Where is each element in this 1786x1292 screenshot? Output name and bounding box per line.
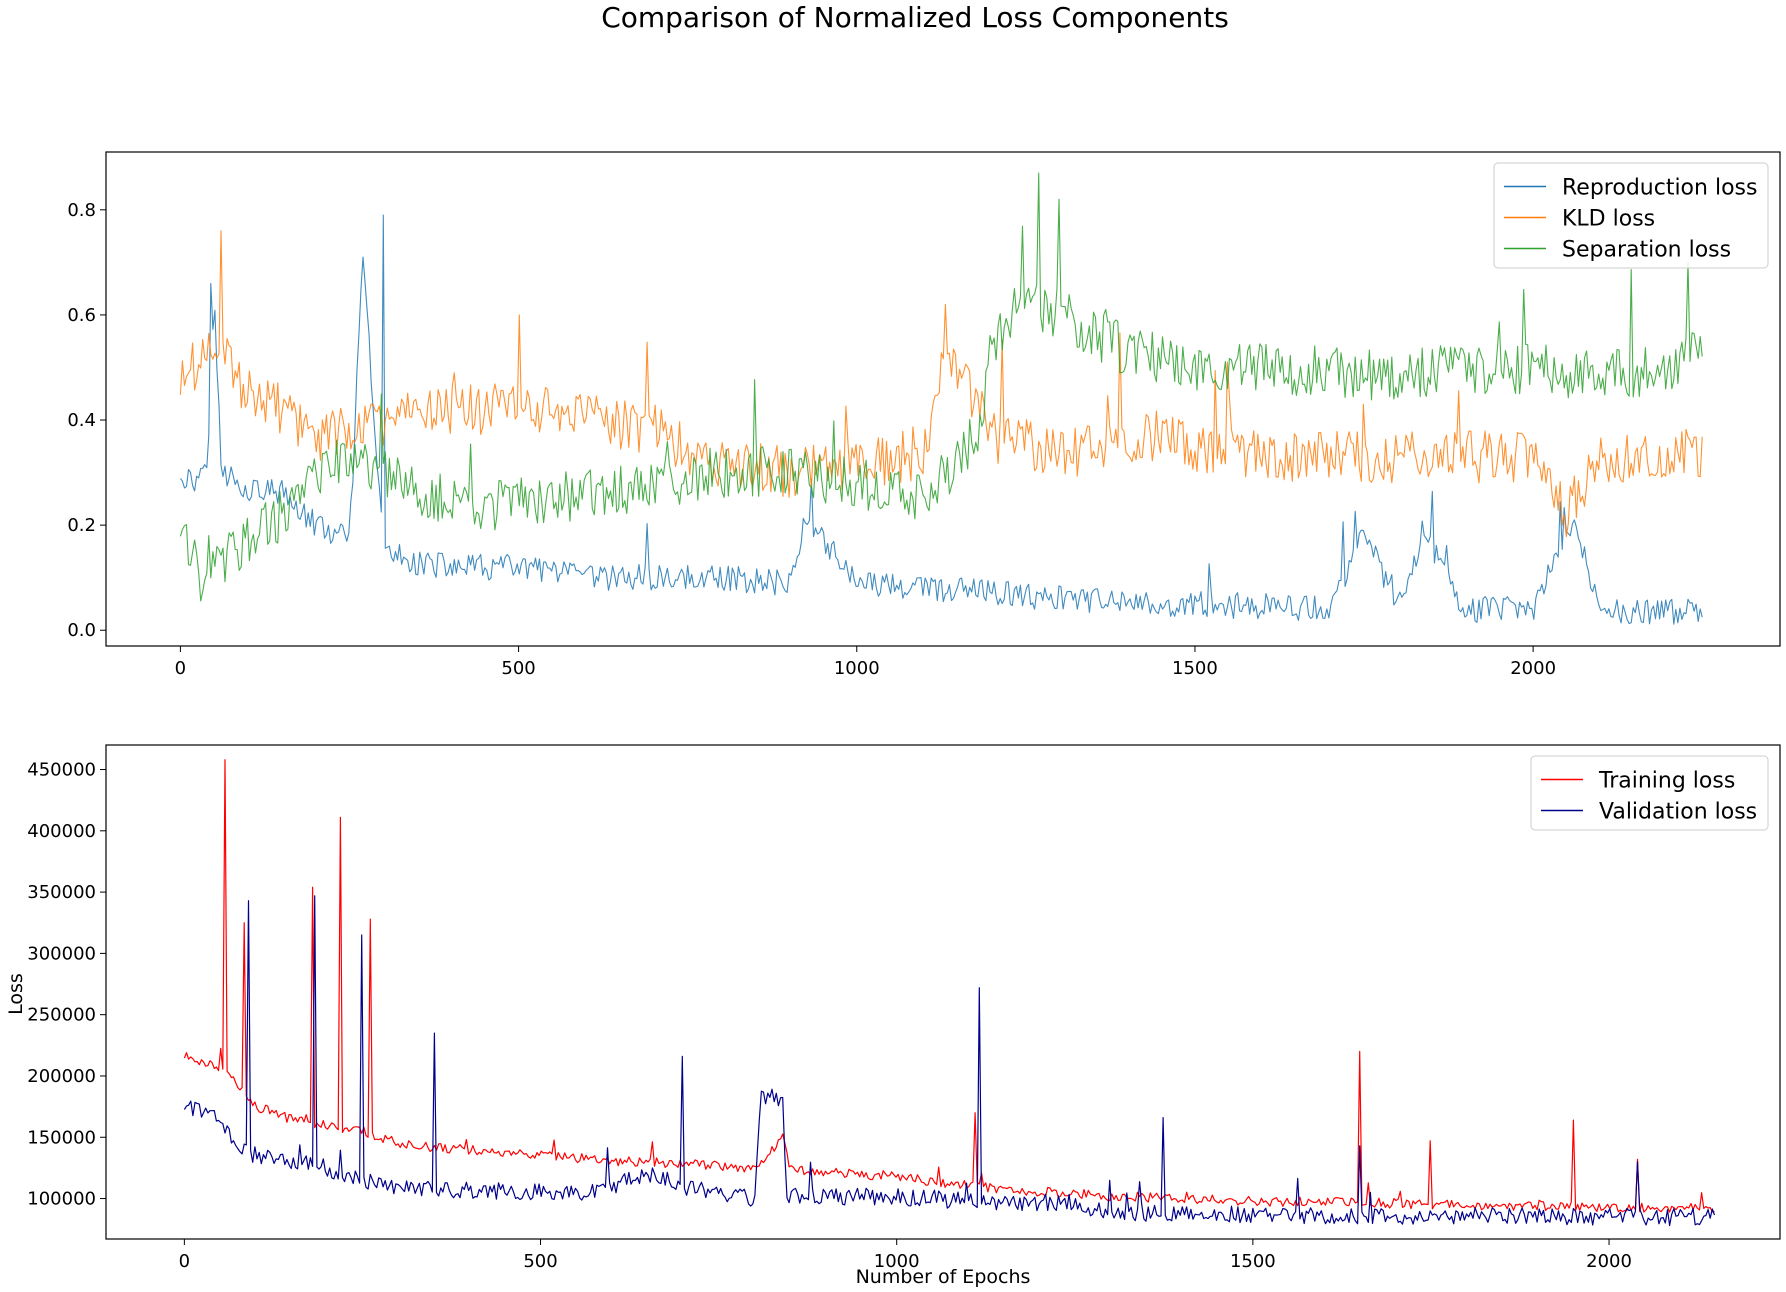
- x-tick-label: 0: [175, 658, 186, 679]
- y-tick-label: 250000: [27, 1005, 96, 1026]
- legend-box: [1493, 162, 1769, 269]
- y-tick-label: 0.8: [67, 200, 96, 221]
- legend-label: KLD loss: [1562, 207, 1655, 232]
- x-tick-label: 2000: [1510, 658, 1556, 679]
- y-axis-label: Loss: [5, 973, 27, 1015]
- x-tick-label: 1000: [834, 658, 880, 679]
- legend-label: Validation loss: [1599, 800, 1757, 825]
- plot-frame-bottom: [105, 744, 1781, 1240]
- normalized-loss-axes: 0 500 1000 1500 2000 0.0 0.2 0.4 0.6 0.8: [67, 200, 1556, 679]
- figure-title: Comparison of Normalized Loss Components: [601, 1, 1229, 34]
- plot-frame-top: [105, 151, 1781, 647]
- x-tick-label: 500: [523, 1251, 557, 1272]
- y-tick-label: 150000: [27, 1127, 96, 1148]
- y-tick-label: 0.4: [67, 410, 96, 431]
- x-tick-label: 1500: [1230, 1251, 1276, 1272]
- normalized-loss-chart: 0 500 1000 1500 2000 0.0 0.2 0.4 0.6 0.8 Reproduc…: [67, 151, 1781, 679]
- series-line-kld-loss: [179, 230, 1703, 538]
- y-tick-label: 300000: [27, 943, 96, 964]
- series-line-separation-loss: [179, 172, 1703, 602]
- x-tick-label: 500: [501, 658, 535, 679]
- y-tick-label: 350000: [27, 882, 96, 903]
- train-validation-legend: Training loss Validation loss: [1530, 755, 1769, 831]
- normalized-loss-legend: Reproduction loss KLD loss Separation loss: [1493, 162, 1769, 269]
- train-validation-series-lines: [183, 759, 1716, 1227]
- x-tick-label: 1500: [1172, 658, 1218, 679]
- y-tick-label: 200000: [27, 1066, 96, 1087]
- y-tick-label: 450000: [27, 760, 96, 781]
- series-line-validation-loss: [183, 895, 1716, 1227]
- y-tick-label: 0.0: [67, 620, 96, 641]
- x-tick-label: 0: [179, 1251, 190, 1272]
- series-line-training-loss: [183, 759, 1715, 1213]
- train-validation-axes: 0 500 1000 1500 2000 100000 150000 200000 250000…: [27, 760, 1632, 1272]
- legend-box: [1530, 755, 1769, 831]
- x-tick-label: 2000: [1586, 1251, 1632, 1272]
- legend-label: Training loss: [1598, 769, 1735, 794]
- series-line-reproduction-loss: [179, 214, 1703, 625]
- x-tick-label: 1000: [874, 1251, 920, 1272]
- y-tick-label: 0.2: [67, 515, 96, 536]
- y-tick-label: 0.6: [67, 305, 96, 326]
- legend-label: Reproduction loss: [1562, 176, 1757, 201]
- normalized-loss-series-lines: [179, 172, 1703, 625]
- legend-label: Separation loss: [1562, 238, 1731, 263]
- y-tick-label: 400000: [27, 821, 96, 842]
- train-validation-loss-chart: 0 500 1000 1500 2000 100000 150000 200000 250000…: [5, 744, 1781, 1288]
- y-tick-label: 100000: [27, 1189, 96, 1210]
- x-axis-label: Number of Epochs: [856, 1266, 1031, 1288]
